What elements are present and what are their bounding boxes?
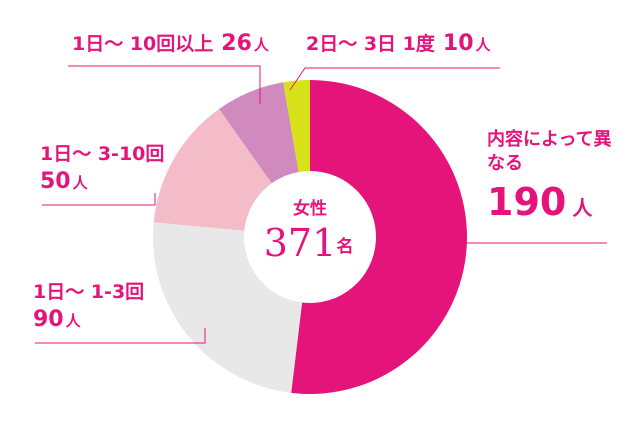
category-label: 1日～ 3-10回	[40, 143, 165, 165]
data-label: 2日～ 3日 1度 10 人	[306, 30, 491, 59]
leader-line	[35, 328, 206, 344]
leader-line	[289, 67, 500, 91]
category-label: 1日～ 1-3回	[33, 281, 145, 303]
value-label: 90	[33, 307, 64, 332]
donut-segment	[219, 82, 299, 184]
unit-label: 人	[72, 174, 88, 192]
leader-line	[42, 193, 156, 206]
unit-label: 人	[475, 36, 491, 54]
value-label: 26	[221, 31, 252, 56]
center-unit: 名	[337, 236, 354, 257]
category-label: 内容によって異なる	[487, 129, 612, 174]
leader-line	[439, 242, 607, 258]
value-label: 50	[40, 169, 71, 194]
donut-segment	[291, 80, 467, 394]
donut-segment	[153, 109, 272, 231]
unit-label: 人	[253, 36, 269, 54]
donut-segment	[283, 80, 310, 172]
data-label: 1日～ 1-3回 90 人	[33, 278, 144, 335]
donut-segment	[152, 222, 303, 393]
category-label: 1日～ 10回以上	[72, 33, 214, 55]
category-label: 2日～ 3日 1度	[306, 33, 435, 55]
unit-label: 人	[572, 196, 593, 220]
data-label: 1日～ 3-10回 50 人	[40, 140, 164, 197]
data-label: 1日～ 10回以上 26 人	[72, 30, 269, 59]
leader-line	[68, 65, 261, 104]
center-total: 371	[264, 221, 337, 265]
value-label: 10	[442, 31, 474, 56]
unit-label: 人	[65, 312, 81, 330]
data-label: 内容によって異なる 190 人	[487, 128, 612, 228]
center-label: 女性	[293, 198, 327, 219]
value-label: 190	[487, 180, 567, 224]
